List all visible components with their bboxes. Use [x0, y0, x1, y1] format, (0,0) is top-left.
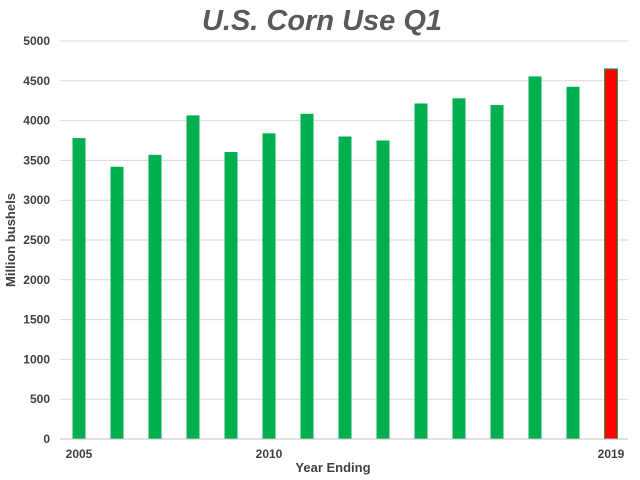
y-axis-label: Million bushels — [3, 193, 18, 287]
chart-title: U.S. Corn Use Q1 — [202, 5, 442, 37]
y-tick-label-2000: 2000 — [23, 273, 50, 287]
x-axis-label: Year Ending — [295, 460, 370, 475]
y-tick-label-2500: 2500 — [23, 233, 50, 247]
bar-2008 — [186, 115, 200, 440]
y-tick-label-0: 0 — [43, 432, 50, 446]
bar-2013 — [376, 140, 390, 439]
y-tick-label-1000: 1000 — [23, 352, 50, 366]
bar-2015 — [452, 98, 466, 439]
y-tick-label-4500: 4500 — [23, 74, 50, 88]
bar-2016 — [490, 105, 504, 439]
bars — [72, 68, 618, 440]
bar-2019 — [604, 68, 618, 440]
y-tick-label-5000: 5000 — [23, 34, 50, 48]
bar-2011 — [300, 113, 314, 440]
x-tick-label-2019: 2019 — [598, 447, 625, 461]
y-tick-label-4000: 4000 — [23, 114, 50, 128]
bar-2018 — [566, 86, 580, 440]
x-tick-labels: 2005 2010 2019 — [66, 447, 625, 461]
bar-2007 — [148, 154, 162, 439]
y-tick-labels: 0 500 1000 1500 2000 2500 3000 3500 4000 4500 5000 — [23, 34, 50, 446]
bar-2014 — [414, 103, 428, 440]
bar-2010 — [262, 133, 276, 439]
x-tick-label-2010: 2010 — [256, 447, 283, 461]
y-tick-label-1500: 1500 — [23, 313, 50, 327]
y-tick-label-3000: 3000 — [23, 193, 50, 207]
bar-2017 — [528, 76, 542, 439]
y-tick-label-3500: 3500 — [23, 153, 50, 167]
bar-2006 — [110, 166, 124, 439]
bar-2012 — [338, 136, 352, 439]
y-tick-label-500: 500 — [30, 392, 50, 406]
x-tick-label-2005: 2005 — [66, 447, 93, 461]
bar-2005 — [72, 138, 86, 439]
bar-2009 — [224, 152, 238, 440]
